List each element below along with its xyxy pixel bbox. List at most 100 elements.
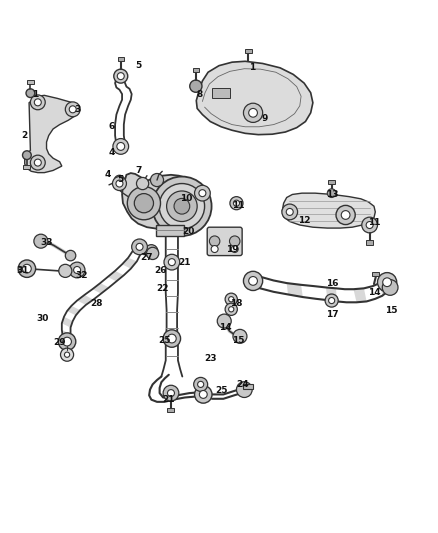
Text: 24: 24: [237, 380, 249, 389]
Circle shape: [194, 386, 212, 403]
Circle shape: [233, 329, 247, 343]
Circle shape: [163, 385, 179, 401]
Circle shape: [18, 260, 35, 277]
Polygon shape: [62, 330, 71, 340]
Circle shape: [282, 204, 297, 220]
Circle shape: [366, 222, 373, 229]
Bar: [18, 266, 25, 269]
Polygon shape: [77, 295, 93, 305]
Circle shape: [209, 236, 220, 246]
Bar: [18, 266, 25, 271]
Circle shape: [65, 251, 76, 261]
Circle shape: [164, 254, 180, 270]
Circle shape: [137, 177, 149, 190]
Text: 17: 17: [326, 310, 339, 319]
Circle shape: [69, 262, 85, 278]
Circle shape: [244, 103, 263, 123]
Circle shape: [69, 106, 76, 113]
Bar: [366, 240, 373, 245]
Circle shape: [194, 377, 208, 391]
Circle shape: [117, 142, 125, 150]
Circle shape: [34, 159, 41, 166]
Circle shape: [230, 236, 240, 246]
Circle shape: [229, 306, 234, 312]
Text: 27: 27: [141, 253, 153, 262]
Polygon shape: [326, 287, 337, 302]
Circle shape: [64, 352, 70, 357]
Circle shape: [26, 89, 35, 98]
Circle shape: [217, 314, 231, 328]
Circle shape: [378, 272, 397, 292]
Circle shape: [34, 99, 41, 106]
Text: 31: 31: [16, 266, 29, 276]
Circle shape: [117, 72, 124, 79]
Circle shape: [114, 69, 128, 83]
Circle shape: [382, 280, 398, 295]
Circle shape: [168, 259, 175, 265]
Circle shape: [60, 348, 74, 361]
Bar: [372, 272, 379, 276]
Circle shape: [237, 382, 252, 398]
Text: 1: 1: [32, 90, 39, 99]
Circle shape: [22, 151, 31, 159]
Circle shape: [174, 198, 190, 214]
Polygon shape: [25, 95, 77, 173]
Circle shape: [225, 303, 237, 316]
Circle shape: [30, 155, 45, 170]
Circle shape: [230, 197, 243, 210]
Text: 21: 21: [178, 257, 191, 266]
Circle shape: [167, 390, 174, 397]
Text: 18: 18: [230, 299, 243, 308]
Circle shape: [145, 245, 158, 258]
Text: 5: 5: [118, 175, 124, 184]
Text: 21: 21: [162, 395, 175, 404]
Text: 26: 26: [154, 266, 166, 276]
Circle shape: [163, 330, 180, 348]
Circle shape: [114, 175, 125, 185]
Bar: [155, 225, 184, 236]
Circle shape: [134, 193, 153, 213]
FancyBboxPatch shape: [207, 227, 242, 256]
Polygon shape: [380, 280, 387, 296]
Text: 15: 15: [385, 305, 398, 314]
Bar: [212, 88, 230, 98]
Text: 11: 11: [368, 219, 380, 228]
Circle shape: [194, 185, 210, 201]
Text: 30: 30: [36, 314, 48, 324]
Text: 14: 14: [219, 323, 232, 332]
Text: 15: 15: [233, 336, 245, 345]
Circle shape: [229, 297, 234, 302]
Circle shape: [327, 189, 336, 198]
Polygon shape: [196, 61, 313, 135]
Circle shape: [116, 180, 123, 187]
Circle shape: [231, 246, 238, 253]
Circle shape: [113, 176, 127, 190]
Polygon shape: [287, 283, 303, 297]
Circle shape: [22, 264, 31, 273]
Polygon shape: [67, 306, 80, 316]
Circle shape: [159, 183, 205, 229]
Polygon shape: [122, 258, 137, 269]
Circle shape: [341, 211, 350, 220]
Bar: [118, 57, 124, 61]
Circle shape: [63, 337, 71, 346]
Text: 13: 13: [326, 190, 339, 199]
Text: 9: 9: [261, 114, 268, 123]
Circle shape: [59, 264, 72, 277]
Circle shape: [34, 234, 48, 248]
Circle shape: [199, 391, 207, 398]
Text: 25: 25: [158, 336, 171, 345]
Text: 29: 29: [53, 338, 66, 348]
Polygon shape: [122, 173, 202, 229]
Text: 11: 11: [233, 201, 245, 210]
Bar: [245, 49, 252, 53]
Text: 4: 4: [105, 171, 111, 179]
Circle shape: [328, 297, 335, 304]
Text: 5: 5: [135, 61, 141, 70]
Polygon shape: [252, 275, 263, 289]
Text: 6: 6: [109, 122, 115, 131]
Text: 33: 33: [40, 238, 53, 247]
Polygon shape: [283, 193, 375, 228]
Text: 10: 10: [180, 195, 192, 203]
Text: 3: 3: [74, 105, 80, 114]
